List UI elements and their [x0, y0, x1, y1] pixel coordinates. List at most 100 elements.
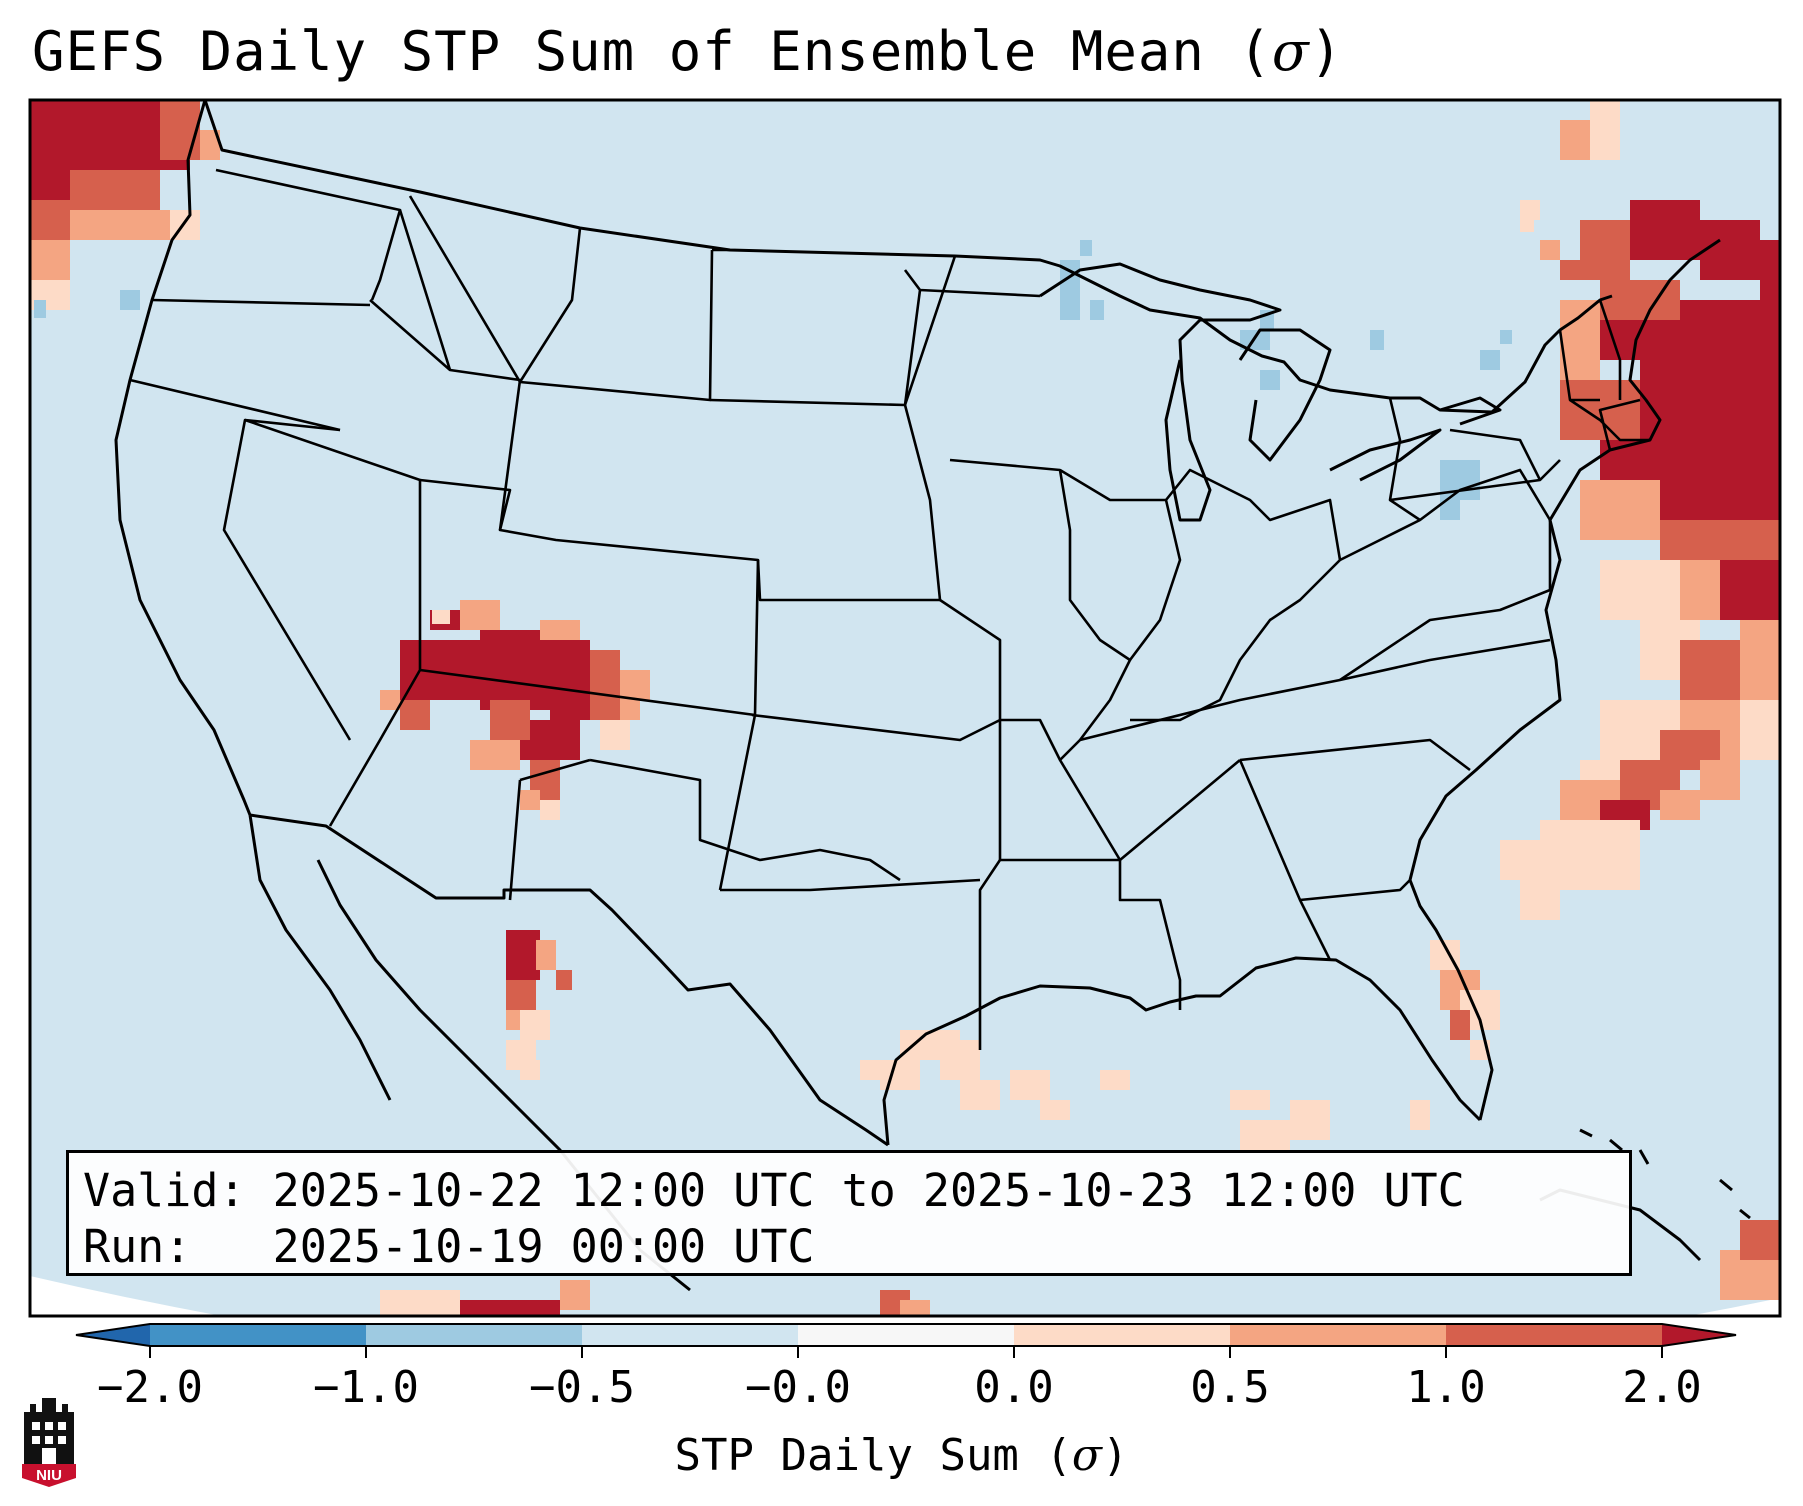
- anomaly-cell: [1700, 220, 1760, 280]
- anomaly-cell: [1100, 1070, 1130, 1090]
- anomaly-cell: [30, 200, 70, 240]
- gulf-coast: [882, 956, 1482, 1146]
- colorbar-over-arrow: [1662, 1324, 1736, 1346]
- anomaly-cell: [1260, 370, 1280, 390]
- colorbar-segment: [150, 1324, 366, 1346]
- colorbar-segment: [798, 1324, 1014, 1346]
- anomaly-cell: [1700, 760, 1740, 800]
- anomaly-cell: [70, 170, 110, 210]
- anomaly-cell: [1560, 860, 1640, 890]
- anomaly-cell: [1450, 1010, 1470, 1040]
- anomaly-cell: [120, 290, 140, 310]
- colorbar-tick-label: −0.0: [745, 1362, 851, 1413]
- anomaly-cell: [1500, 840, 1560, 880]
- colorbar-segment: [1014, 1324, 1230, 1346]
- figure-title: GEFS Daily STP Sum of Ensemble Mean (σ): [32, 20, 1344, 83]
- anomaly-cell: [536, 940, 556, 970]
- east-coast: [1408, 238, 1721, 881]
- anomaly-cell: [520, 790, 540, 810]
- anomaly-cell: [1090, 300, 1104, 320]
- anomaly-cell: [1520, 880, 1560, 920]
- anomaly-cell: [110, 170, 160, 210]
- anomaly-cell: [200, 130, 220, 160]
- colorbar-segment: [582, 1324, 798, 1346]
- anomaly-cell: [940, 1040, 980, 1080]
- anomaly-cell: [1370, 330, 1384, 350]
- map-frame: [28, 98, 1782, 1318]
- florida-peninsula: [1408, 879, 1494, 1121]
- anomaly-cell: [1560, 300, 1600, 380]
- anomaly-cell: [1580, 220, 1630, 280]
- anomaly-cell: [110, 210, 170, 240]
- baja-california: [248, 814, 392, 1101]
- anomaly-cell: [1290, 1100, 1330, 1140]
- valid-line: Valid: 2025-10-22 12:00 UTC to 2025-10-2…: [83, 1164, 1465, 1217]
- anomaly-cell: [540, 800, 560, 820]
- anomaly-cell: [380, 1290, 460, 1316]
- anomaly-cell: [1440, 500, 1460, 520]
- anomaly-cell: [1410, 1100, 1430, 1130]
- anomaly-cell: [1560, 120, 1590, 160]
- colorbar-tick-label: 0.0: [974, 1362, 1054, 1413]
- anomaly-cell: [1740, 1220, 1780, 1260]
- stp-anomaly-cells: [30, 100, 1780, 1316]
- anomaly-cell: [1600, 280, 1680, 320]
- anomaly-cell: [620, 700, 640, 720]
- anomaly-cell: [460, 600, 500, 630]
- anomaly-cell: [1680, 300, 1780, 360]
- colorbar-segment: [1446, 1324, 1662, 1346]
- anomaly-cell: [400, 700, 430, 730]
- ocean-domain: [30, 100, 1780, 1316]
- anomaly-cell: [380, 690, 400, 710]
- anomaly-cell: [160, 100, 200, 160]
- great-lakes: [1039, 262, 1502, 522]
- anomaly-cell: [470, 740, 520, 770]
- anomaly-cell: [1240, 1120, 1290, 1150]
- anomaly-cell: [620, 670, 650, 700]
- anomaly-cell: [550, 640, 590, 720]
- anomaly-cell: [1500, 330, 1512, 344]
- anomaly-cell: [1640, 360, 1780, 460]
- anomaly-cell: [880, 1060, 920, 1090]
- anomaly-cell: [1520, 200, 1540, 220]
- us-mexico-border: [249, 813, 889, 1147]
- anomaly-cell: [1230, 1090, 1270, 1110]
- anomaly-cell: [1660, 460, 1780, 520]
- anomaly-cell: [1480, 350, 1500, 370]
- colorbar-under-arrow: [76, 1324, 150, 1346]
- anomaly-cell: [600, 720, 630, 750]
- anomaly-cell: [590, 650, 620, 720]
- valid-run-info-box: Valid: 2025-10-22 12:00 UTC to 2025-10-2…: [66, 1150, 1632, 1276]
- colorbar-tick-label: 1.0: [1406, 1362, 1486, 1413]
- anomaly-cell: [432, 610, 450, 624]
- canada-border: [203, 100, 1613, 414]
- anomaly-cell: [1440, 460, 1480, 500]
- us-west-coast: [114, 100, 252, 816]
- anomaly-cell: [1580, 480, 1660, 540]
- anomaly-cell: [506, 930, 540, 980]
- svg-text:NIU: NIU: [36, 1467, 62, 1484]
- colorbar-tick-label: −1.0: [313, 1362, 419, 1413]
- niu-logo: NIU: [22, 1398, 76, 1487]
- run-line: Run: 2025-10-19 00:00 UTC: [83, 1220, 815, 1273]
- colorbar-tick-label: −2.0: [97, 1362, 203, 1413]
- anomaly-cell: [506, 980, 536, 1010]
- anomaly-cell: [34, 300, 46, 318]
- anomaly-cell: [490, 700, 530, 740]
- anomaly-cell: [1740, 620, 1780, 700]
- anomaly-cell: [30, 240, 70, 280]
- anomaly-cell: [460, 1300, 560, 1316]
- anomaly-cell: [1520, 220, 1534, 232]
- anomaly-cell: [860, 1060, 880, 1080]
- anomaly-cell: [560, 1280, 590, 1310]
- anomaly-cell: [70, 210, 110, 240]
- anomaly-cell: [480, 630, 550, 710]
- anomaly-cell: [556, 970, 572, 990]
- anomaly-cell: [1010, 1070, 1050, 1100]
- anomaly-cell: [1630, 200, 1700, 260]
- anomaly-cell: [520, 1060, 540, 1080]
- colorbar-tick-label: 2.0: [1622, 1362, 1702, 1413]
- anomaly-cell: [1740, 700, 1780, 760]
